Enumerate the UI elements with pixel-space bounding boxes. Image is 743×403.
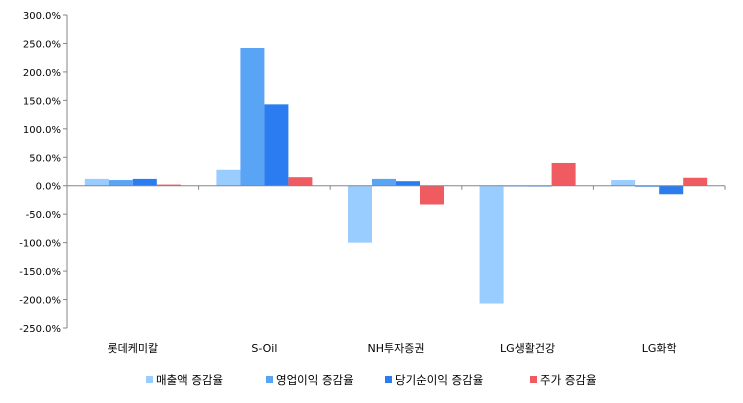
y-tick-label: 250.0%: [23, 39, 61, 50]
bar: [156, 184, 181, 186]
bar: [132, 178, 157, 186]
legend-label: 당기순이익 증감율: [395, 373, 483, 387]
category-label: 롯데케미칼: [107, 342, 158, 355]
y-tick-label: 50.0%: [29, 153, 61, 164]
y-tick-label: -100.0%: [19, 239, 61, 250]
bar: [372, 178, 396, 186]
y-tick-label: -200.0%: [19, 296, 61, 307]
bar: [240, 48, 265, 186]
bar: [635, 185, 660, 187]
y-tick-label: 200.0%: [23, 68, 61, 79]
bar: [108, 180, 133, 186]
category-label: LG생활건강: [500, 341, 555, 355]
x-axis: 롯데케미칼 S-Oil NH투자증권 LG생활건강 LG화학: [66, 185, 726, 355]
y-tick-label: -150.0%: [19, 267, 61, 278]
y-tick-label: 150.0%: [23, 96, 61, 107]
bar: [216, 169, 241, 186]
legend-swatch: [530, 376, 537, 383]
bar: [659, 185, 684, 195]
bar: [551, 162, 576, 186]
category-label: LG화학: [642, 342, 677, 355]
legend-label: 주가 증감율: [540, 373, 597, 387]
y-tick-label: 100.0%: [23, 125, 61, 136]
legend-swatch: [146, 376, 153, 383]
bar: [683, 177, 708, 186]
legend-swatch: [266, 376, 273, 383]
bar: [264, 104, 289, 186]
category-label: S-Oil: [251, 342, 277, 355]
legend-label: 영업이익 증감율: [276, 373, 354, 387]
y-tick-label: 300.0%: [23, 11, 61, 22]
y-tick-label: 0.0%: [36, 182, 61, 193]
bar: [611, 180, 636, 186]
legend-swatch: [385, 376, 392, 383]
y-axis: 300.0% 250.0% 200.0% 150.0% 100.0% 50.0% 0.0% -…: [19, 11, 68, 335]
legend-label: 매출액 증감율: [156, 373, 223, 387]
bar: [288, 177, 313, 186]
bar: [348, 185, 372, 243]
category-label: NH투자증권: [368, 342, 425, 355]
y-tick-label: -50.0%: [26, 210, 61, 221]
bar: [420, 185, 444, 205]
legend: 매출액 증감율 영업이익 증감율 당기순이익 증감율 주가 증감율: [146, 373, 597, 387]
bar: [479, 185, 504, 304]
bar: [396, 181, 420, 186]
y-tick-label: -250.0%: [19, 324, 61, 335]
bar: [84, 178, 109, 186]
bars: [84, 48, 708, 304]
